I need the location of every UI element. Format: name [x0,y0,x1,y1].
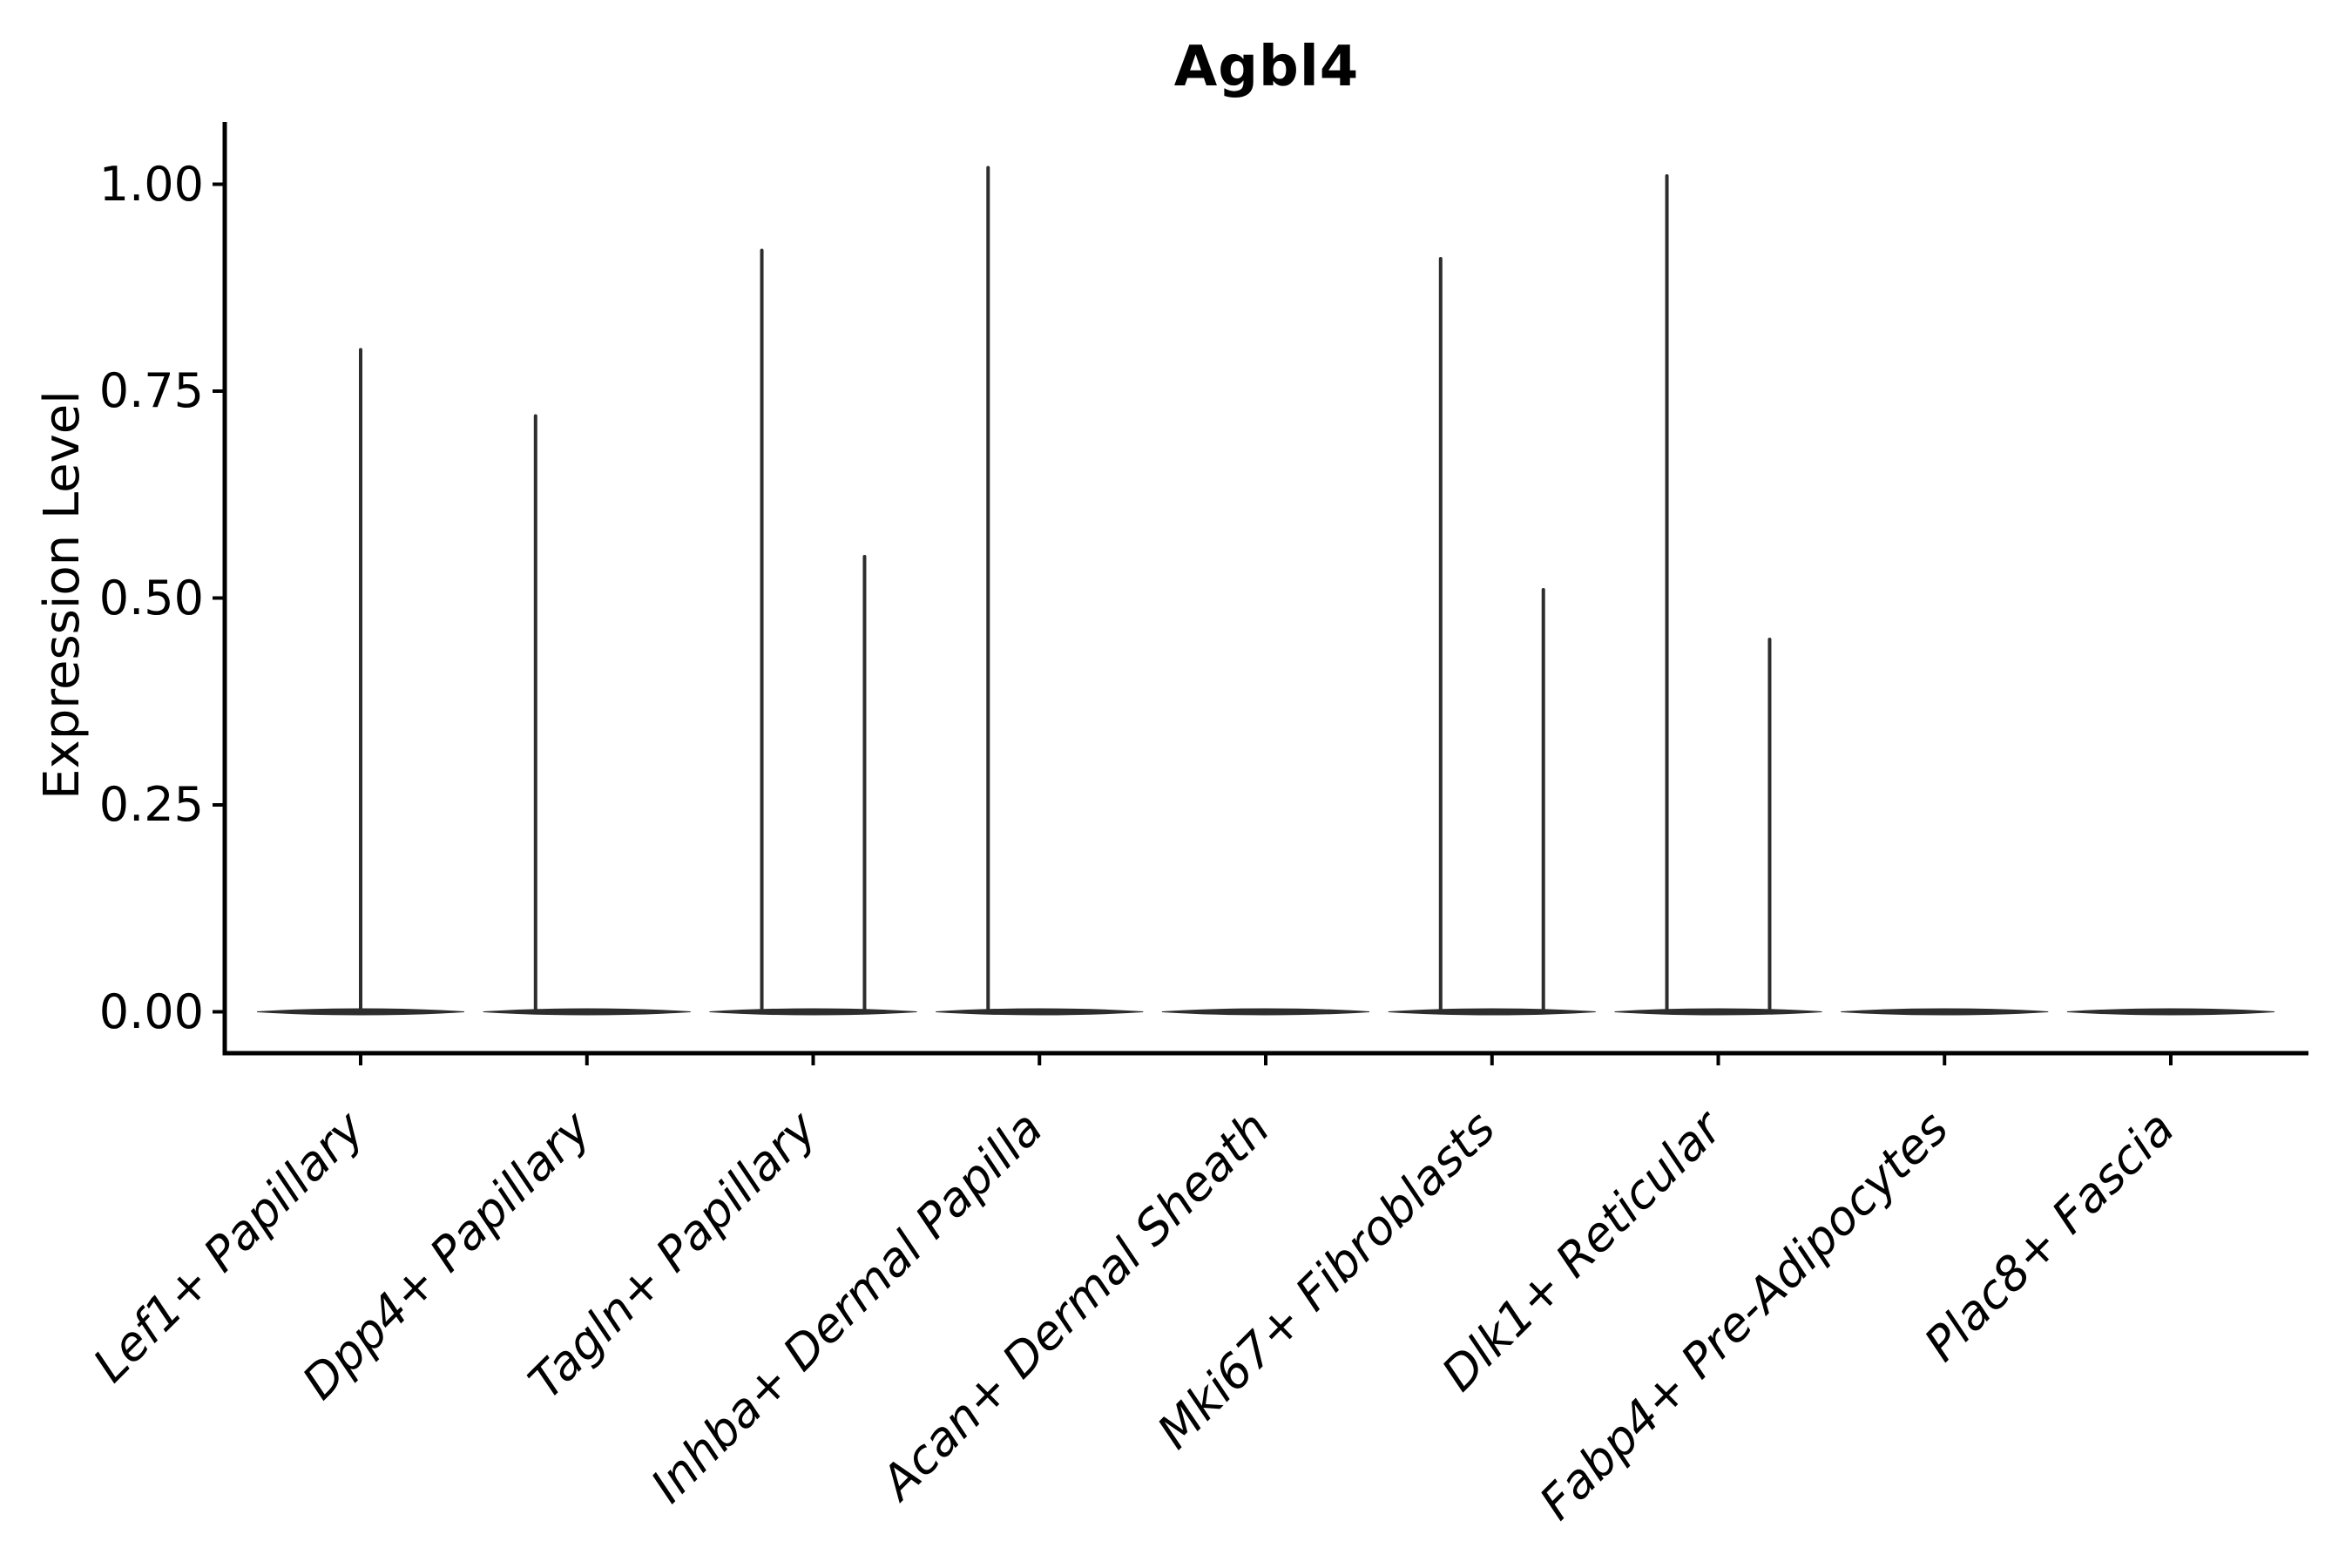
y-tick-label: 0.75 [98,363,204,418]
plot-title: Agbl4 [1173,35,1360,99]
violin-base [1841,1008,2049,1016]
y-tick-label: 0.50 [98,570,204,625]
violin-base [483,1008,691,1016]
violin-base [1388,1008,1596,1016]
violin-base [709,1008,917,1016]
y-tick-label: 0.00 [98,983,204,1039]
violin-base [936,1008,1144,1016]
violin-base [2066,1008,2275,1016]
y-tick-label: 0.25 [98,777,204,832]
y-tick-label: 1.00 [98,156,204,212]
violin-base [1161,1008,1370,1016]
violin-base [1614,1008,1822,1016]
